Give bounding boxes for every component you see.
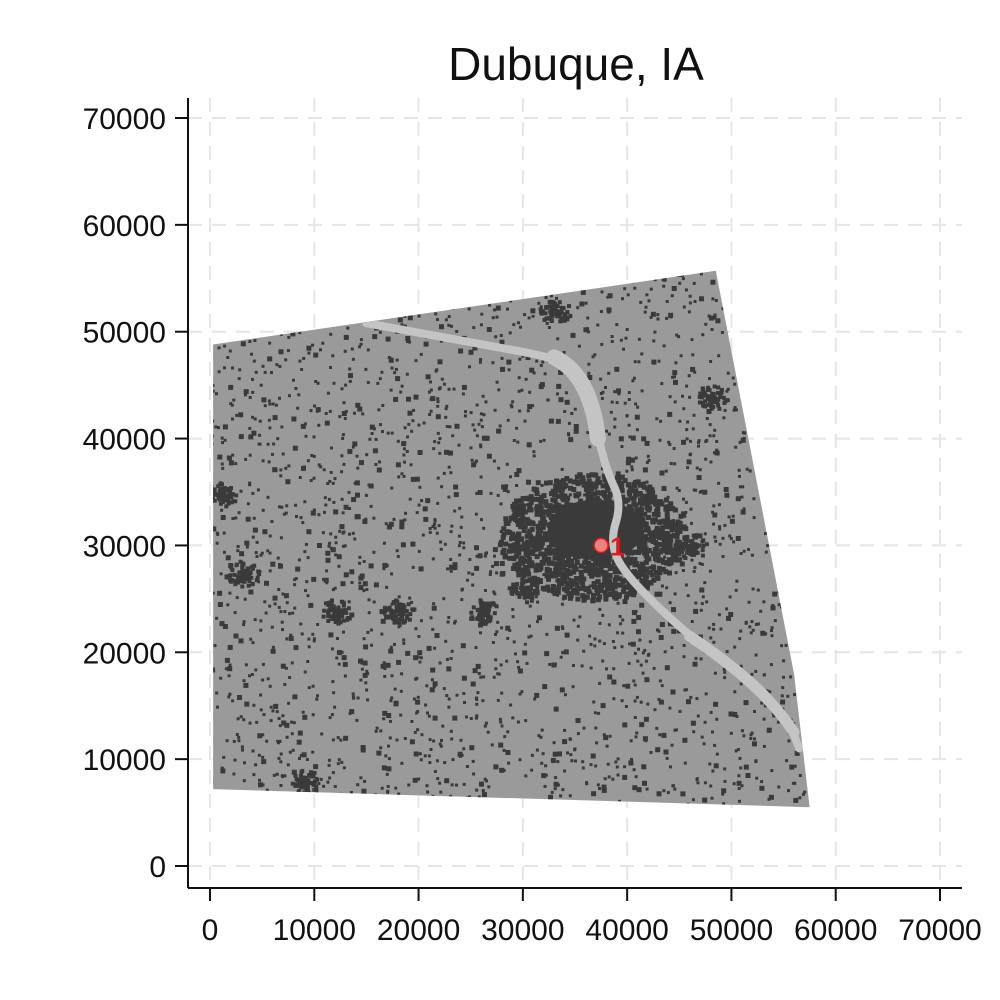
- y-tick-label: 60000: [83, 210, 166, 243]
- x-tick-label: 30000: [481, 914, 564, 947]
- x-tick-label: 50000: [690, 914, 773, 947]
- marker-label: 1: [610, 531, 624, 561]
- x-tick-label: 40000: [585, 914, 668, 947]
- markers: 1: [593, 531, 625, 561]
- y-tick-label: 0: [149, 851, 166, 884]
- location-marker: [593, 537, 609, 554]
- river-backwater: [684, 630, 800, 738]
- x-tick-label: 0: [202, 914, 219, 947]
- y-tick-label: 70000: [83, 103, 166, 136]
- x-tick-label: 20000: [377, 914, 460, 947]
- x-tick-label: 10000: [273, 914, 356, 947]
- map-area: [213, 270, 810, 808]
- y-tick-label: 40000: [83, 424, 166, 457]
- y-tick-label: 20000: [83, 637, 166, 670]
- axes: 0 10000 20000 30000 40000 50000 60000 70000 0 100…: [83, 98, 982, 947]
- x-tick-label: 70000: [898, 914, 981, 947]
- map-title: Dubuque, IA: [448, 38, 704, 90]
- x-tick-label: 60000: [794, 914, 877, 947]
- y-tick-label: 50000: [83, 317, 166, 350]
- river-pool: [546, 349, 606, 447]
- y-tick-label: 10000: [83, 744, 166, 777]
- y-tick-label: 30000: [83, 530, 166, 563]
